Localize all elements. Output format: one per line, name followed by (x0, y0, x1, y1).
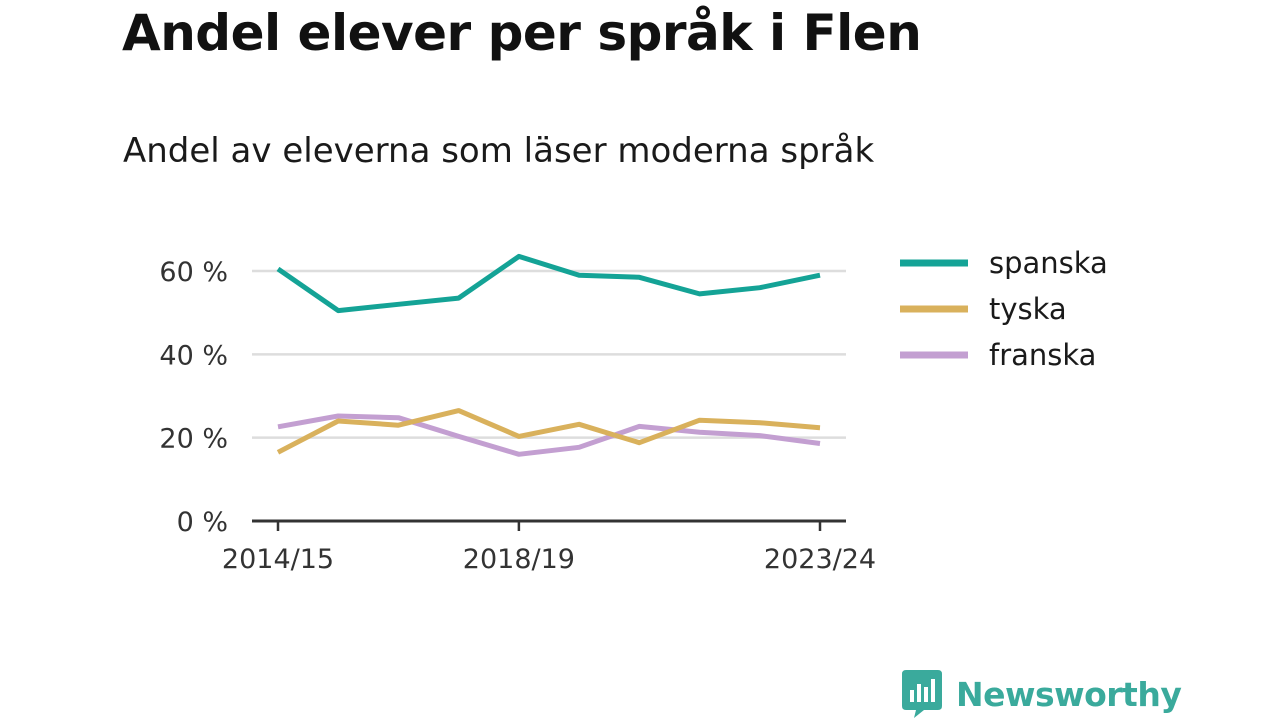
series-line-franska (277, 413, 821, 457)
y-tick-label: 0 % (177, 507, 228, 538)
legend-label-franska: franska (989, 338, 1096, 372)
x-tick-label: 2018/19 (463, 544, 575, 575)
y-tick-label: 20 % (159, 424, 228, 455)
gridlines (252, 269, 846, 439)
chart-subtitle: Andel av eleverna som läser moderna språ… (123, 131, 875, 171)
legend: spanska tyska franska (900, 246, 1108, 372)
newsworthy-logo: Newsworthy (902, 670, 1182, 718)
newsworthy-bars-icon (902, 670, 942, 718)
y-tick-label: 40 % (159, 340, 228, 371)
brand-name: Newsworthy (956, 674, 1182, 714)
y-axis-labels: 0 % 20 % 40 % 60 % (159, 257, 228, 538)
chart-title: Andel elever per språk i Flen (122, 4, 922, 62)
y-tick-label: 60 % (159, 257, 228, 288)
legend-label-tyska: tyska (989, 292, 1067, 326)
series-line-tyska (276, 408, 821, 455)
series-lines (276, 253, 821, 457)
x-tick-label: 2014/15 (222, 544, 334, 575)
series-line-spanska (276, 253, 821, 314)
legend-label-spanska: spanska (989, 246, 1108, 280)
x-tick-label: 2023/24 (764, 544, 876, 575)
x-axis: 2014/15 2018/19 2023/24 (222, 519, 876, 575)
